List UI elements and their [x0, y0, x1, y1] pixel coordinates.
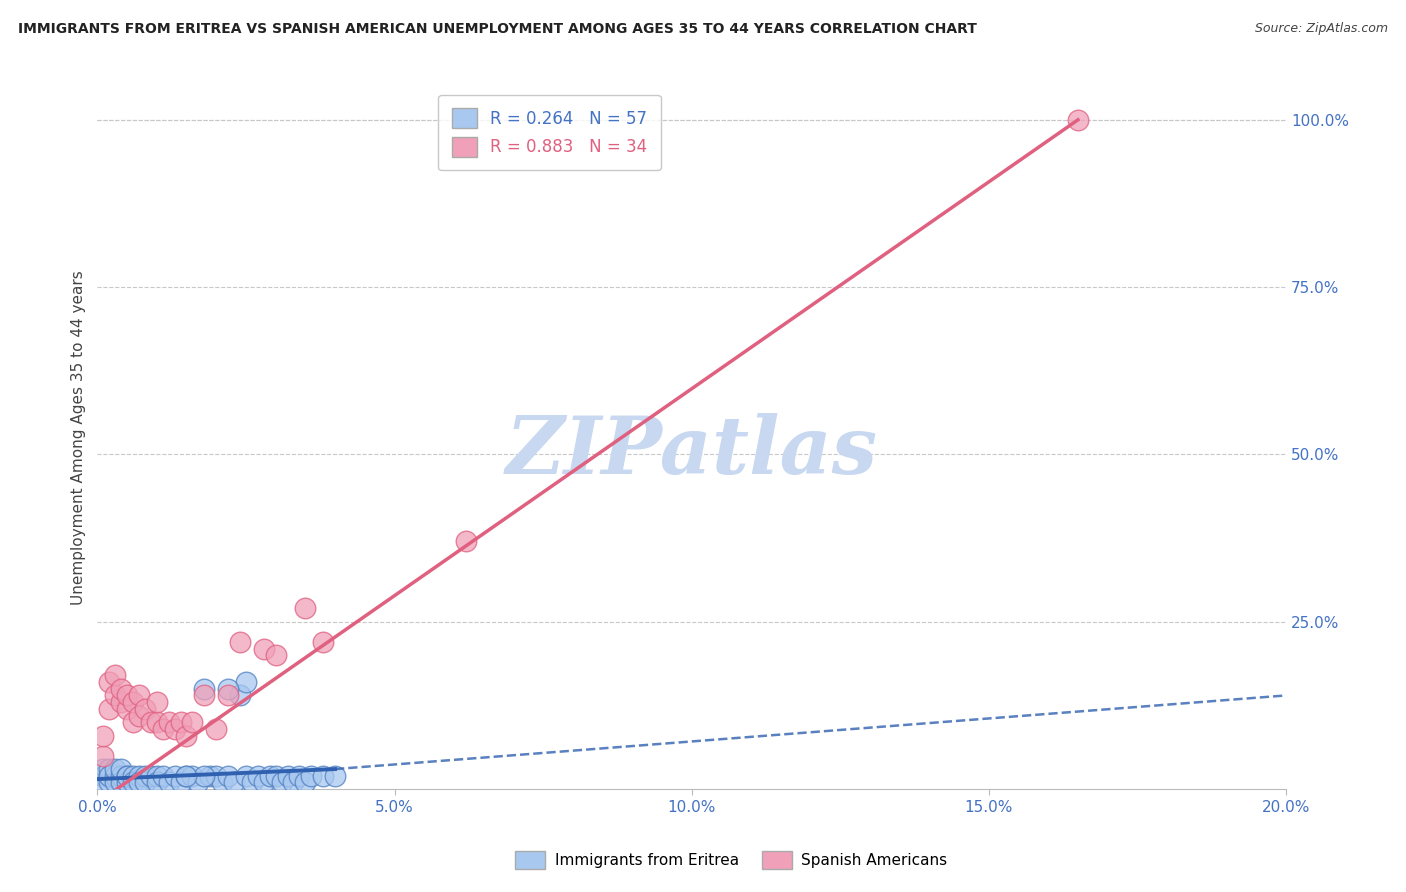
- Point: [115, 689, 138, 703]
- Point: [163, 769, 186, 783]
- Point: [134, 769, 156, 783]
- Point: [277, 769, 299, 783]
- Point: [134, 702, 156, 716]
- Point: [91, 748, 114, 763]
- Point: [211, 775, 233, 789]
- Point: [454, 534, 477, 549]
- Point: [205, 722, 228, 736]
- Point: [134, 775, 156, 789]
- Point: [259, 769, 281, 783]
- Point: [128, 769, 150, 783]
- Point: [235, 675, 257, 690]
- Point: [169, 775, 191, 789]
- Point: [253, 641, 276, 656]
- Point: [91, 729, 114, 743]
- Point: [98, 769, 121, 783]
- Point: [283, 775, 305, 789]
- Point: [176, 729, 198, 743]
- Point: [163, 722, 186, 736]
- Point: [312, 635, 335, 649]
- Point: [246, 769, 269, 783]
- Point: [110, 762, 132, 776]
- Point: [294, 601, 316, 615]
- Point: [115, 769, 138, 783]
- Point: [128, 708, 150, 723]
- Point: [264, 769, 287, 783]
- Point: [323, 769, 346, 783]
- Point: [115, 769, 138, 783]
- Point: [169, 715, 191, 730]
- Point: [181, 715, 204, 730]
- Legend: R = 0.264   N = 57, R = 0.883   N = 34: R = 0.264 N = 57, R = 0.883 N = 34: [439, 95, 661, 170]
- Point: [157, 715, 180, 730]
- Point: [128, 689, 150, 703]
- Point: [146, 695, 169, 709]
- Point: [139, 769, 162, 783]
- Point: [240, 775, 263, 789]
- Point: [146, 715, 169, 730]
- Point: [128, 775, 150, 789]
- Point: [176, 769, 198, 783]
- Point: [270, 775, 292, 789]
- Point: [115, 702, 138, 716]
- Point: [217, 681, 239, 696]
- Point: [139, 715, 162, 730]
- Y-axis label: Unemployment Among Ages 35 to 44 years: Unemployment Among Ages 35 to 44 years: [72, 270, 86, 605]
- Point: [176, 769, 198, 783]
- Text: Source: ZipAtlas.com: Source: ZipAtlas.com: [1254, 22, 1388, 36]
- Point: [235, 769, 257, 783]
- Point: [110, 695, 132, 709]
- Point: [91, 769, 114, 783]
- Text: ZIPatlas: ZIPatlas: [506, 413, 877, 491]
- Point: [152, 722, 174, 736]
- Point: [91, 775, 114, 789]
- Point: [229, 689, 252, 703]
- Point: [104, 762, 127, 776]
- Point: [146, 775, 169, 789]
- Point: [98, 702, 121, 716]
- Point: [91, 762, 114, 776]
- Point: [288, 769, 311, 783]
- Point: [299, 769, 322, 783]
- Point: [122, 695, 145, 709]
- Point: [115, 775, 138, 789]
- Point: [187, 775, 209, 789]
- Point: [98, 762, 121, 776]
- Point: [294, 775, 316, 789]
- Point: [122, 769, 145, 783]
- Point: [1067, 112, 1090, 127]
- Point: [217, 689, 239, 703]
- Point: [104, 689, 127, 703]
- Legend: Immigrants from Eritrea, Spanish Americans: Immigrants from Eritrea, Spanish America…: [509, 845, 953, 875]
- Point: [98, 775, 121, 789]
- Point: [110, 769, 132, 783]
- Point: [253, 775, 276, 789]
- Point: [193, 769, 215, 783]
- Point: [217, 769, 239, 783]
- Point: [229, 635, 252, 649]
- Point: [104, 775, 127, 789]
- Point: [122, 715, 145, 730]
- Point: [98, 769, 121, 783]
- Point: [146, 769, 169, 783]
- Point: [104, 668, 127, 682]
- Point: [104, 769, 127, 783]
- Point: [122, 775, 145, 789]
- Point: [110, 775, 132, 789]
- Point: [205, 769, 228, 783]
- Point: [98, 675, 121, 690]
- Point: [222, 775, 245, 789]
- Point: [312, 769, 335, 783]
- Point: [193, 689, 215, 703]
- Point: [110, 681, 132, 696]
- Point: [157, 775, 180, 789]
- Point: [181, 769, 204, 783]
- Point: [264, 648, 287, 663]
- Point: [152, 769, 174, 783]
- Point: [200, 769, 222, 783]
- Text: IMMIGRANTS FROM ERITREA VS SPANISH AMERICAN UNEMPLOYMENT AMONG AGES 35 TO 44 YEA: IMMIGRANTS FROM ERITREA VS SPANISH AMERI…: [18, 22, 977, 37]
- Point: [193, 681, 215, 696]
